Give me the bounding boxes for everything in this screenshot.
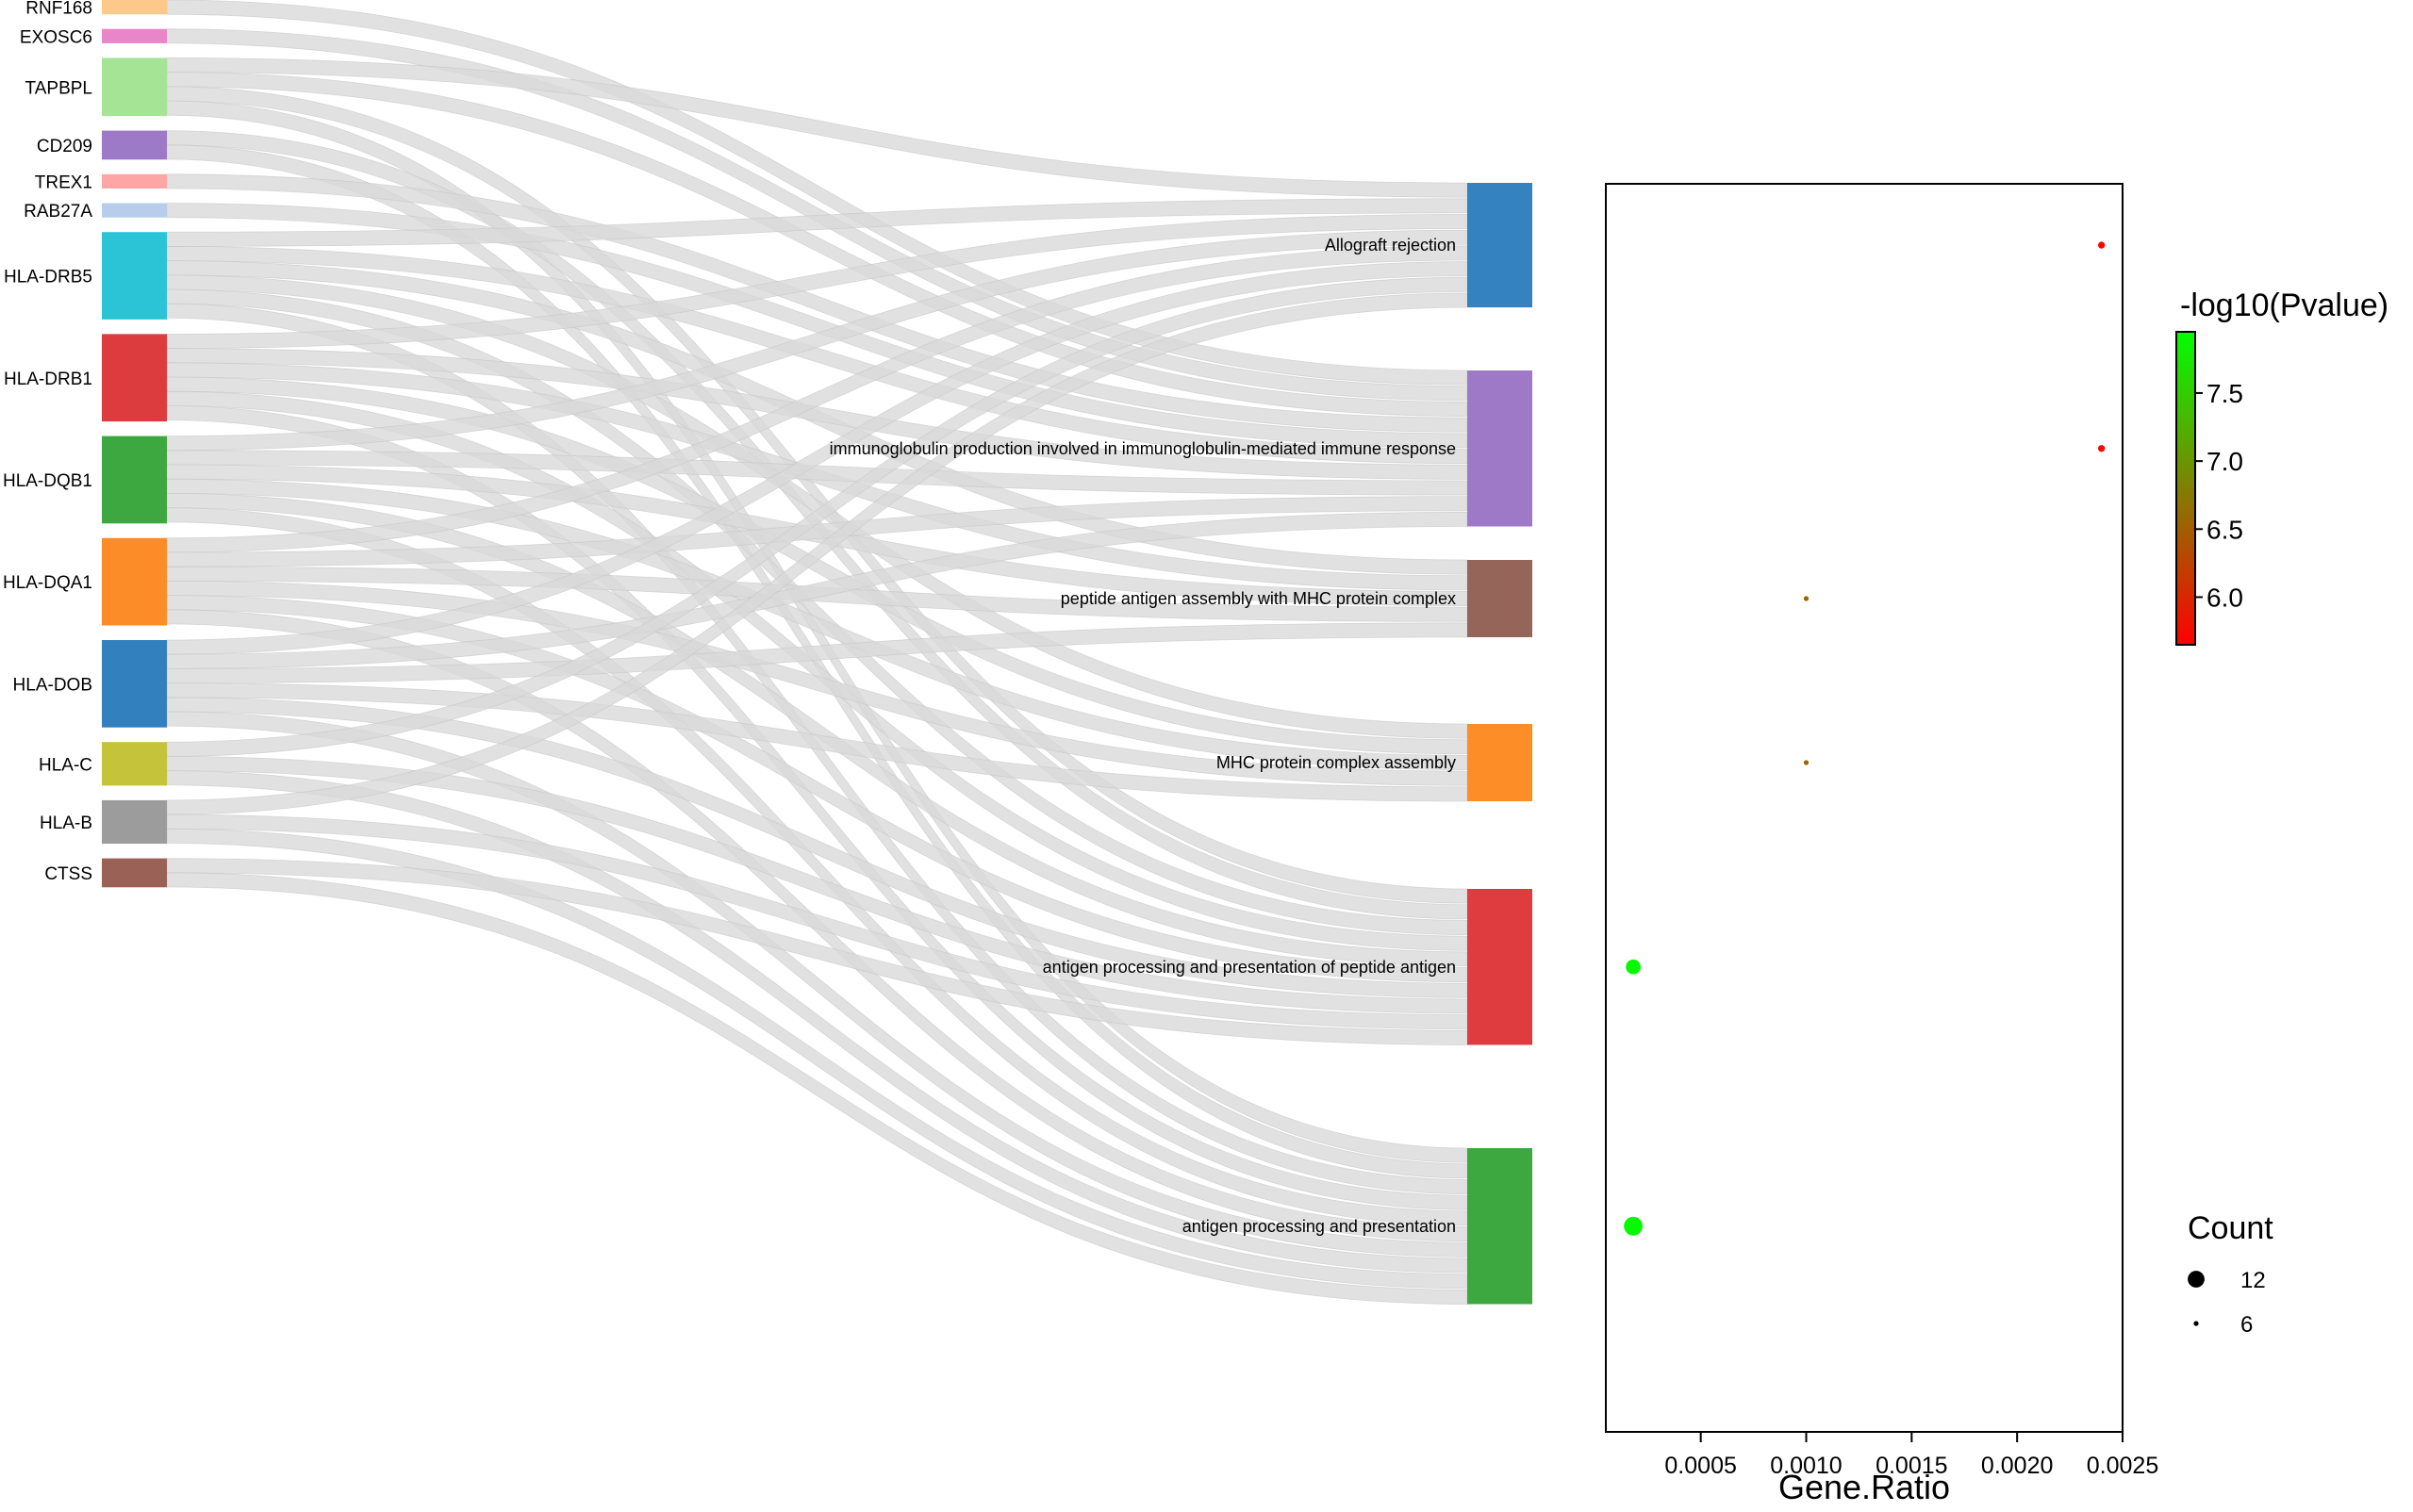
x-tick-label: 0.0015 <box>1876 1453 1947 1479</box>
size-legend-label: 6 <box>2240 1312 2253 1338</box>
dot-point <box>1803 760 1810 765</box>
gene-label: TREX1 <box>35 173 92 192</box>
x-tick-label: 0.0010 <box>1770 1453 1842 1479</box>
colorbar-title: -log10(Pvalue) <box>2180 288 2388 323</box>
dot-plot: 0.0005 0.0010 0.0015 0.0020 0.0025 Gene.Ratio <box>1605 183 2158 1506</box>
sankey-term-nodes: Allograft rejection immunoglobulin produc… <box>830 183 1532 1305</box>
size-legend-dot <box>2188 1271 2205 1288</box>
size-legend-dot <box>2193 1321 2199 1326</box>
x-axis-title: Gene.Ratio <box>1778 1468 1950 1506</box>
sankey-gene-nodes: RNF168 EXOSC6 TAPBPL CD209 TREX1 RAB27A HLA-DR… <box>3 0 167 888</box>
gene-label: EXOSC6 <box>20 27 92 47</box>
gene-node-hla-dob <box>102 640 167 728</box>
gene-label: RAB27A <box>24 202 92 222</box>
gene-label: HLA-DQA1 <box>3 573 92 593</box>
gene-label: TAPBPL <box>25 78 92 98</box>
gene-node-hla-drb5 <box>102 232 167 320</box>
gene-label: HLA-DQB1 <box>3 471 92 491</box>
gene-node-hla-c <box>102 742 167 786</box>
dot-point <box>2097 241 2106 249</box>
term-label: immunoglobulin production involved in im… <box>830 439 1456 458</box>
gene-label: HLA-DRB5 <box>4 268 92 288</box>
colorbar-tick-label: 6.0 <box>2206 583 2243 612</box>
term-node <box>1467 724 1532 801</box>
term-node <box>1467 183 1532 308</box>
gene-node-exosc6 <box>102 28 167 43</box>
gene-node-rab27a <box>102 203 167 218</box>
gene-node-hla-b <box>102 799 167 845</box>
gene-node-ctss <box>102 858 167 888</box>
size-legend-title: Count <box>2188 1210 2273 1246</box>
term-node <box>1467 1148 1532 1305</box>
term-node <box>1467 370 1532 527</box>
term-node <box>1467 560 1532 637</box>
gene-label: HLA-B <box>40 814 92 833</box>
gene-node-cd209 <box>102 130 167 160</box>
legends: -log10(Pvalue) Count 6.0 6.5 7.0 7.5 12 6 <box>2175 288 2388 1338</box>
gene-label: CTSS <box>44 864 92 884</box>
term-node <box>1467 889 1532 1045</box>
colorbar <box>2175 331 2196 646</box>
gene-label: HLA-DOB <box>13 675 92 695</box>
colorbar-tick-label: 7.5 <box>2206 379 2243 408</box>
gene-node-hla-dqa1 <box>102 537 167 626</box>
term-label: peptide antigen assembly with MHC protei… <box>1061 589 1456 608</box>
gene-node-hla-drb1 <box>102 334 167 422</box>
gene-label: HLA-C <box>39 755 92 775</box>
gene-label: RNF168 <box>25 0 92 19</box>
colorbar-tick-label: 7.0 <box>2206 447 2243 476</box>
gene-node-hla-dqb1 <box>102 436 167 524</box>
size-legend-label: 12 <box>2240 1268 2266 1293</box>
sankey-links <box>166 0 1468 1305</box>
term-label: MHC protein complex assembly <box>1216 753 1456 772</box>
x-tick-label: 0.0025 <box>2087 1453 2158 1479</box>
dot-point <box>1624 1216 1644 1236</box>
dot-point <box>1803 596 1810 601</box>
x-tick-label: 0.0020 <box>1981 1453 2053 1479</box>
x-tick-label: 0.0005 <box>1664 1453 1736 1479</box>
gene-node-trex1 <box>102 173 167 189</box>
gene-node-rnf168 <box>102 0 167 15</box>
dot-point <box>1626 959 1641 975</box>
gene-label: HLA-DRB1 <box>4 370 92 389</box>
gene-node-tapbpl <box>102 58 167 117</box>
gene-label: CD209 <box>37 137 92 156</box>
term-label: antigen processing and presentation <box>1182 1217 1456 1236</box>
plot-frame <box>1605 183 2124 1433</box>
term-label: Allograft rejection <box>1325 236 1456 255</box>
colorbar-tick-label: 6.5 <box>2206 515 2243 544</box>
dot-point <box>2097 445 2106 452</box>
term-label: antigen processing and presentation of p… <box>1043 958 1456 977</box>
